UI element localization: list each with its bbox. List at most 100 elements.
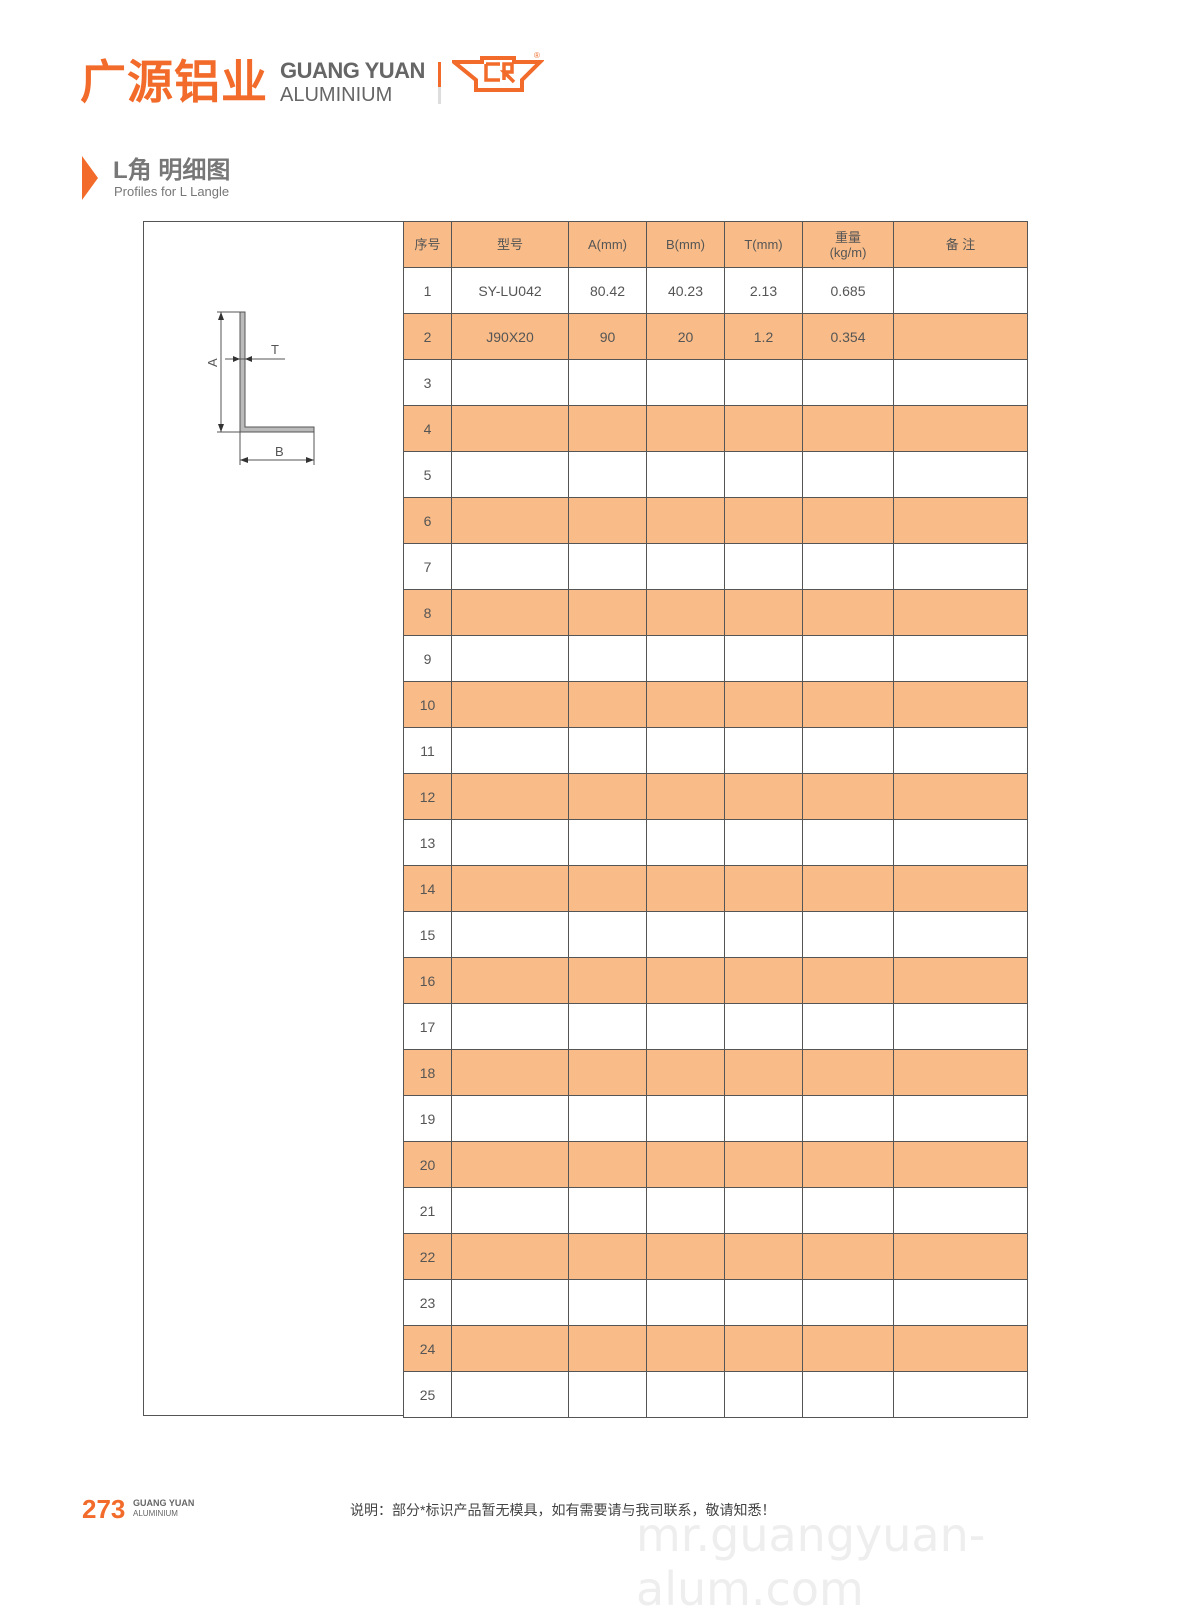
table-cell	[646, 589, 725, 636]
brand-logo-cn: 广源铝业	[80, 55, 268, 109]
table-cell	[893, 1233, 1028, 1280]
table-row: 5	[403, 451, 1028, 498]
table-cell	[451, 1095, 569, 1142]
table-row: 11	[403, 727, 1028, 774]
table-cell	[802, 911, 894, 958]
table-cell: 15	[403, 911, 452, 958]
page-number: 273	[82, 1494, 126, 1524]
table-row: 9	[403, 635, 1028, 682]
table-cell	[646, 819, 725, 866]
table-cell	[893, 589, 1028, 636]
table-cell	[451, 1141, 569, 1188]
table-row: 25	[403, 1371, 1028, 1418]
table-cell: 20	[403, 1141, 452, 1188]
table-cell	[646, 451, 725, 498]
table-cell	[568, 727, 647, 774]
table-row: 15	[403, 911, 1028, 958]
table-cell	[451, 1371, 569, 1418]
table-cell: 5	[403, 451, 452, 498]
table-cell: 16	[403, 957, 452, 1004]
table-cell: 25	[403, 1371, 452, 1418]
table-cell	[451, 1003, 569, 1050]
table-cell: 14	[403, 865, 452, 912]
table-cell	[568, 773, 647, 820]
table-row: 19	[403, 1095, 1028, 1142]
logo-divider	[438, 62, 441, 104]
table-cell	[893, 819, 1028, 866]
column-header: 备 注	[893, 221, 1028, 268]
table-cell	[724, 1003, 803, 1050]
table-cell: 7	[403, 543, 452, 590]
brand-name-line1: GUANG YUAN	[280, 58, 425, 83]
table-cell	[893, 681, 1028, 728]
table-cell	[724, 1095, 803, 1142]
table-cell	[893, 911, 1028, 958]
table-cell	[893, 727, 1028, 774]
table-cell	[802, 1141, 894, 1188]
table-cell	[893, 359, 1028, 406]
table-row: 2 J90X20 90 20 1.2 0.354	[403, 313, 1028, 360]
table-cell	[724, 1141, 803, 1188]
table-cell: 2	[403, 313, 452, 360]
table-cell	[568, 635, 647, 682]
table-cell: J90X20	[451, 313, 569, 360]
table-cell: 13	[403, 819, 452, 866]
section-title: L角 明细图	[113, 157, 231, 184]
table-cell: 10	[403, 681, 452, 728]
table-cell	[802, 1371, 894, 1418]
table-cell	[893, 1187, 1028, 1234]
table-cell	[724, 727, 803, 774]
table-cell	[568, 1325, 647, 1372]
table-cell	[893, 313, 1028, 360]
table-cell	[724, 635, 803, 682]
table-cell	[568, 1003, 647, 1050]
table-cell	[451, 865, 569, 912]
table-cell	[568, 819, 647, 866]
table-cell	[724, 589, 803, 636]
profile-image-cell	[143, 221, 403, 1416]
table-cell: 11	[403, 727, 452, 774]
table-cell	[802, 1003, 894, 1050]
table-cell	[893, 635, 1028, 682]
table-row: 8	[403, 589, 1028, 636]
table-cell: 22	[403, 1233, 452, 1280]
table-cell	[802, 727, 894, 774]
table-cell	[451, 451, 569, 498]
table-cell	[451, 819, 569, 866]
table-cell	[893, 1049, 1028, 1096]
table-row: 18	[403, 1049, 1028, 1096]
table-cell	[724, 497, 803, 544]
dimension-label-t: T	[271, 342, 279, 357]
table-cell	[802, 635, 894, 682]
table-row: 7	[403, 543, 1028, 590]
table-cell	[893, 865, 1028, 912]
table-cell	[451, 1233, 569, 1280]
table-cell	[893, 957, 1028, 1004]
table-row: 24	[403, 1325, 1028, 1372]
table-row: 16	[403, 957, 1028, 1004]
table-cell	[568, 865, 647, 912]
table-cell: 2.13	[724, 267, 803, 314]
table-row: 22	[403, 1233, 1028, 1280]
table-cell	[893, 543, 1028, 590]
table-cell	[802, 1095, 894, 1142]
table-cell	[568, 1141, 647, 1188]
table-cell	[568, 451, 647, 498]
table-cell	[451, 589, 569, 636]
table-row: 14	[403, 865, 1028, 912]
table-cell	[724, 1049, 803, 1096]
table-cell	[451, 1187, 569, 1234]
table-cell	[451, 911, 569, 958]
table-cell	[568, 1049, 647, 1096]
table-cell	[451, 359, 569, 406]
table-cell	[646, 1003, 725, 1050]
table-cell	[568, 589, 647, 636]
table-cell: 8	[403, 589, 452, 636]
table-cell	[646, 1187, 725, 1234]
table-cell	[451, 957, 569, 1004]
table-cell	[646, 865, 725, 912]
table-cell	[802, 1279, 894, 1326]
footer-brand-line2: ALUMINIUM	[133, 1509, 178, 1518]
table-cell	[802, 819, 894, 866]
